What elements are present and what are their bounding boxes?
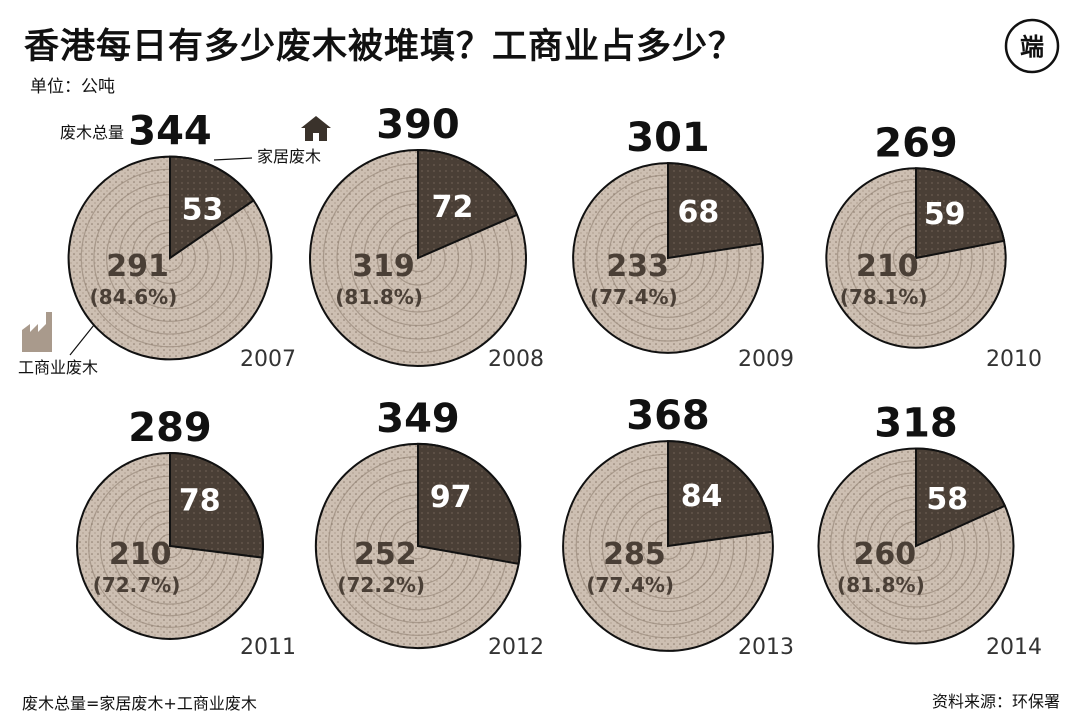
publisher-logo-icon: 端 xyxy=(1004,18,1060,74)
household-value-2011: 78 xyxy=(179,484,221,519)
industrial-percent-2009: (77.4%) xyxy=(590,285,678,309)
industrial-value-2014: 260 xyxy=(853,537,916,572)
total-label-2011: 289 xyxy=(128,405,212,451)
household-leader-line xyxy=(213,157,253,161)
pie-2012: 349 97 252(72.2%) 2012 xyxy=(314,396,544,660)
household-value-2010: 59 xyxy=(924,197,966,232)
industrial-legend-label: 工商业废木 xyxy=(18,358,98,377)
year-label-2012: 2012 xyxy=(488,635,544,660)
total-label-2013: 368 xyxy=(626,393,710,439)
industrial-percent-2010: (78.1%) xyxy=(840,285,928,309)
household-value-2014: 58 xyxy=(926,482,968,517)
total-legend-label: 废木总量 xyxy=(60,123,124,142)
total-label-2008: 390 xyxy=(376,102,460,148)
total-label-2012: 349 xyxy=(376,396,460,442)
source-note: 资料来源：环保署 xyxy=(931,692,1060,711)
pie-2013: 368 84 285(77.4%) 2013 xyxy=(562,393,794,660)
industrial-percent-2011: (72.7%) xyxy=(93,573,181,597)
industrial-percent-2007: (84.6%) xyxy=(90,285,178,309)
industrial-value-2011: 210 xyxy=(109,537,172,572)
total-label-2014: 318 xyxy=(874,400,958,446)
svg-text:端: 端 xyxy=(1020,33,1044,61)
industrial-value-2009: 233 xyxy=(606,249,669,284)
chart-title: 香港每日有多少废木被堆填？工商业占多少？ xyxy=(24,27,745,67)
industrial-value-2010: 210 xyxy=(856,249,919,284)
household-slice-2009 xyxy=(667,162,763,260)
household-slice-2007 xyxy=(169,155,255,260)
footnote: 废木总量=家居废木+工商业废木 xyxy=(22,694,257,713)
household-slice-2013 xyxy=(667,440,774,548)
house-icon xyxy=(301,116,331,141)
year-label-2008: 2008 xyxy=(488,347,544,372)
household-value-2009: 68 xyxy=(677,195,719,230)
household-slice-2011 xyxy=(169,452,264,559)
total-label-2007: 344 xyxy=(128,109,212,155)
household-slice-2014 xyxy=(915,447,1007,548)
household-slice-2008 xyxy=(417,148,519,260)
pie-2007: 344 53 291(84.6%) 2007 xyxy=(67,109,296,372)
industrial-value-2013: 285 xyxy=(603,537,666,572)
industrial-percent-2013: (77.4%) xyxy=(586,573,674,597)
year-label-2011: 2011 xyxy=(240,635,296,660)
household-value-2008: 72 xyxy=(432,190,474,225)
industrial-percent-2008: (81.8%) xyxy=(335,285,423,309)
industrial-value-2008: 319 xyxy=(352,249,415,284)
unit-label: 单位：公吨 xyxy=(30,77,115,97)
household-legend-label: 家居废木 xyxy=(257,147,321,166)
factory-icon xyxy=(22,312,52,352)
total-label-2009: 301 xyxy=(626,115,710,161)
industrial-percent-2012: (72.2%) xyxy=(337,573,425,597)
industrial-value-2012: 252 xyxy=(354,537,417,572)
household-value-2012: 97 xyxy=(430,480,472,515)
household-value-2007: 53 xyxy=(182,192,224,227)
year-label-2013: 2013 xyxy=(738,635,794,660)
total-label-2010: 269 xyxy=(874,120,958,166)
year-label-2010: 2010 xyxy=(986,347,1042,372)
pie-2014: 318 58 260(81.8%) 2014 xyxy=(817,400,1042,660)
pie-2008: 390 72 319(81.8%) 2008 xyxy=(309,102,544,372)
year-label-2009: 2009 xyxy=(738,347,794,372)
year-label-2007: 2007 xyxy=(240,347,296,372)
household-slice-2010 xyxy=(915,167,1006,260)
household-slice-2012 xyxy=(417,442,522,566)
household-value-2013: 84 xyxy=(681,479,723,514)
industrial-percent-2014: (81.8%) xyxy=(837,573,925,597)
year-label-2014: 2014 xyxy=(986,635,1042,660)
industrial-value-2007: 291 xyxy=(106,249,169,284)
